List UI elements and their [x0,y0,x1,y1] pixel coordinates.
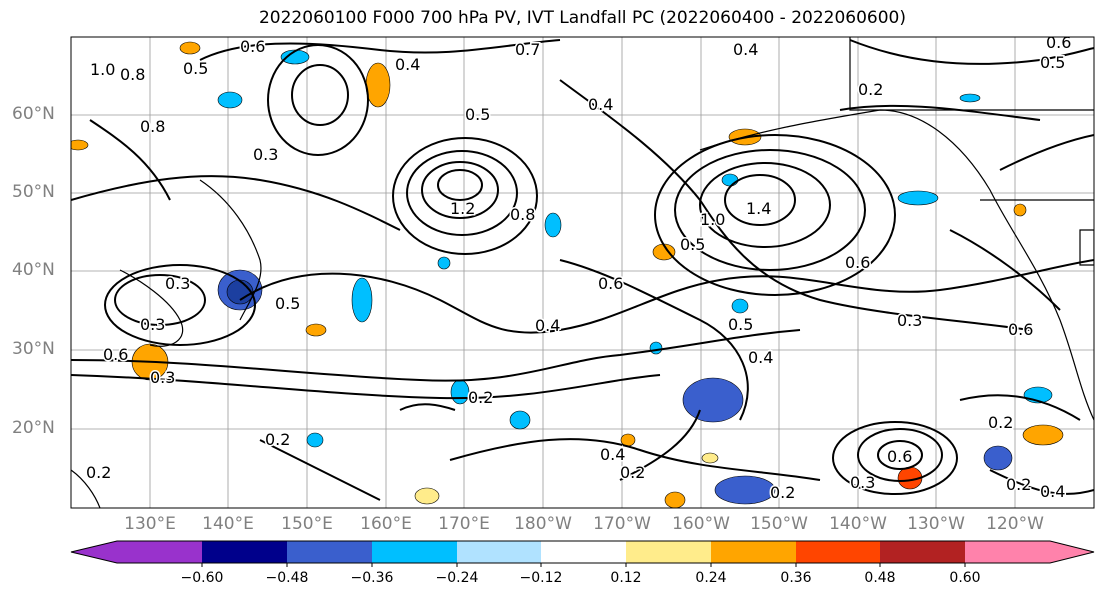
colorbar-tick-label: 0.24 [695,570,727,586]
colorbar-extend-min [71,541,117,563]
contour-label: 0.2 [858,80,883,99]
colorbar-tick-label: −0.48 [265,570,309,586]
coastlines [71,37,1094,508]
contour-label: 0.2 [770,483,795,502]
contour-label: 0.3 [140,315,165,334]
contour-label: 0.8 [140,117,165,136]
contour-label: 0.3 [253,145,278,164]
longitude-label: 120°W [986,514,1044,534]
longitude-label: 170°W [593,514,651,534]
longitude-label: 140°W [829,514,887,534]
contour-label: 0.6 [240,37,265,56]
longitude-label: 180°W [514,514,572,534]
contour-label: 0.4 [733,40,758,59]
colorbar-swatch [626,541,711,563]
colorbar [70,540,1095,567]
contour-label: 0.3 [897,311,922,330]
contour-label: 0.5 [275,294,300,313]
colorbar-swatch [796,541,880,563]
longitude-label: 150°E [281,514,333,534]
contour-label: 1.2 [450,199,475,218]
contour-label: 0.4 [1040,482,1065,501]
colorbar-swatch [711,541,796,563]
contour-label: 0.6 [1046,33,1071,52]
colorbar-tick-label: 0.48 [864,570,896,586]
map-title: 2022060100 F000 700 hPa PV, IVT Landfall… [258,8,906,28]
colorbar-swatch [880,541,965,563]
contour-label: 0.2 [468,388,493,407]
contour-label: 0.4 [395,55,420,74]
colorbar-swatch [457,541,541,563]
contour-label: 0.2 [86,463,111,482]
contour-label: 0.6 [598,274,623,293]
contour-label: 0.2 [988,413,1013,432]
map-frame [70,36,1095,509]
colorbar-swatch [541,541,626,563]
latitude-label: 30°N [12,339,55,359]
contour-label: 0.6 [1008,320,1033,339]
colorbar-swatch [965,541,1050,563]
contour-label: 0.6 [103,345,128,364]
colorbar-tick-label: 0.36 [780,570,812,586]
colorbar-tick-label: −0.60 [180,570,224,586]
contour-label: 0.4 [600,445,625,464]
pv-contours [71,39,1094,501]
longitude-label: 160°E [360,514,412,534]
latitude-label: 50°N [12,182,55,202]
contour-label: 0.3 [165,274,190,293]
contour-label: 0.2 [620,463,645,482]
contour-label: 0.8 [120,65,145,84]
contour-label: 0.5 [183,59,208,78]
longitude-label: 140°E [202,514,254,534]
contour-label: 0.6 [845,253,870,272]
contour-label: 0.4 [588,95,613,114]
contour-label: 0.4 [748,348,773,367]
latitude-label: 60°N [12,104,55,124]
colorbar-tick-label: −0.12 [519,570,563,586]
contour-label: 0.5 [465,105,490,124]
contour-label-group: 1.0 0.8 0.5 0.6 0.4 0.7 0.4 0.6 0.5 0.8 … [85,33,1073,504]
contour-label: 1.4 [746,199,771,218]
contour-label: 0.3 [150,368,175,387]
colorbar-tick-label: 0.60 [949,570,981,586]
contour-label: 0.5 [728,315,753,334]
contour-label: 1.0 [90,60,115,79]
longitude-label: 130°E [124,514,176,534]
longitude-label: 150°W [750,514,808,534]
longitude-label: 170°E [438,514,490,534]
colorbar-swatch [287,541,372,563]
contour-label: 1.0 [700,210,725,229]
map-panel: 1.0 0.8 0.5 0.6 0.4 0.7 0.4 0.6 0.5 0.8 … [71,33,1094,508]
contour-label: 0.7 [515,40,540,59]
graticule [71,37,1094,508]
colorbar-extend-max [1050,541,1094,563]
latitude-label: 40°N [12,260,55,280]
colorbar-tick-label: −0.36 [350,570,394,586]
contour-label: 0.3 [850,473,875,492]
contour-label: 0.2 [265,430,290,449]
longitude-label: 160°W [672,514,730,534]
contour-label: 0.4 [535,316,560,335]
latitude-label: 20°N [12,418,55,438]
contour-label: 0.6 [887,447,912,466]
colorbar-tick-label: 0.12 [610,570,642,586]
colorbar-swatch [202,541,287,563]
colorbar-swatch [117,541,202,563]
colorbar-tick-label: −0.24 [435,570,479,586]
contour-label: 0.2 [1006,475,1031,494]
contour-label: 0.8 [510,205,535,224]
colorbar-swatch [372,541,457,563]
longitude-label: 130°W [907,514,965,534]
contour-label: 0.5 [680,235,705,254]
contour-label: 0.5 [1040,53,1065,72]
